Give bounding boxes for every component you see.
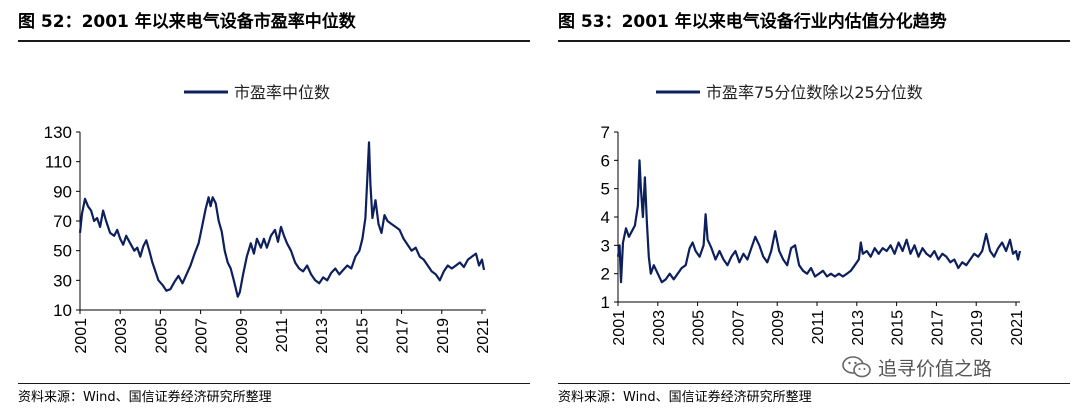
x-tick-label: 2007 — [194, 318, 211, 354]
y-tick-label: 110 — [45, 153, 72, 172]
x-tick-label: 2015 — [890, 310, 907, 346]
y-tick-label: 7 — [601, 123, 610, 142]
watermark: 追寻价值之路 — [842, 352, 992, 382]
wechat-icon — [842, 356, 871, 378]
legend-label: 市盈率75分位数除以25分位数 — [706, 83, 923, 102]
x-tick-label: 2021 — [1009, 310, 1026, 346]
x-tick-label: 2021 — [475, 318, 492, 354]
x-tick-label: 2003 — [113, 318, 130, 354]
x-tick-label: 2007 — [730, 310, 747, 346]
y-tick-label: 2 — [601, 265, 610, 284]
y-tick-label: 130 — [44, 123, 72, 142]
watermark-text: 追寻价值之路 — [878, 357, 993, 380]
y-tick-label: 4 — [601, 208, 610, 227]
y-tick-label: 10 — [53, 301, 72, 320]
y-tick-label: 1 — [601, 293, 610, 312]
legend-label: 市盈率中位数 — [234, 83, 330, 102]
source-note: 资料来源：Wind、国信证券经济研究所整理 — [18, 390, 272, 405]
x-tick-label: 2011 — [274, 318, 291, 353]
x-tick-label: 2017 — [395, 318, 412, 354]
legend: 市盈率75分位数除以25分位数 — [656, 83, 923, 102]
y-tick-label: 3 — [601, 236, 610, 255]
figure-52-panel: 图 52：2001 年以来电气设备市盈率中位数 市盈率中位数 130 110 90 70… — [18, 0, 543, 415]
footer-divider — [558, 383, 1070, 384]
x-tick-label: 2019 — [969, 310, 986, 346]
x-tick-label: 2005 — [153, 318, 170, 354]
source-note: 资料来源：Wind、国信证券经济研究所整理 — [558, 390, 812, 405]
x-tick-label: 2009 — [234, 318, 251, 354]
x-tick-label: 2003 — [651, 310, 668, 346]
y-tick-label: 5 — [601, 180, 610, 199]
title-divider — [558, 40, 1070, 42]
y-tick-label: 70 — [53, 212, 72, 231]
footer-divider — [18, 383, 530, 384]
figure-53-panel: 图 53：2001 年以来电气设备行业内估值分化趋势 市盈率75分位数除以25分… — [558, 0, 1080, 415]
x-tick-label: 2013 — [314, 318, 331, 354]
y-tick-label: 30 — [53, 271, 72, 290]
y-tick-label: 50 — [53, 242, 72, 261]
y-tick-label: 6 — [601, 151, 610, 170]
x-tick-label: 2001 — [611, 310, 628, 346]
legend: 市盈率中位数 — [184, 83, 330, 102]
x-tick-label: 2013 — [850, 310, 867, 346]
x-tick-label: 2011 — [810, 310, 827, 345]
x-tick-label: 2015 — [354, 318, 371, 354]
x-tick-label: 2017 — [929, 310, 946, 346]
series-line — [78, 141, 486, 298]
x-tick-label: 2001 — [73, 318, 90, 354]
y-tick-label: 90 — [53, 182, 72, 201]
series-line — [616, 159, 1022, 284]
x-tick-label: 2019 — [435, 318, 452, 354]
figure-title: 图 52：2001 年以来电气设备市盈率中位数 — [18, 12, 356, 32]
figure-title: 图 53：2001 年以来电气设备行业内估值分化趋势 — [558, 12, 947, 32]
title-divider — [18, 40, 530, 42]
x-tick-label: 2005 — [691, 310, 708, 346]
x-tick-label: 2009 — [770, 310, 787, 346]
